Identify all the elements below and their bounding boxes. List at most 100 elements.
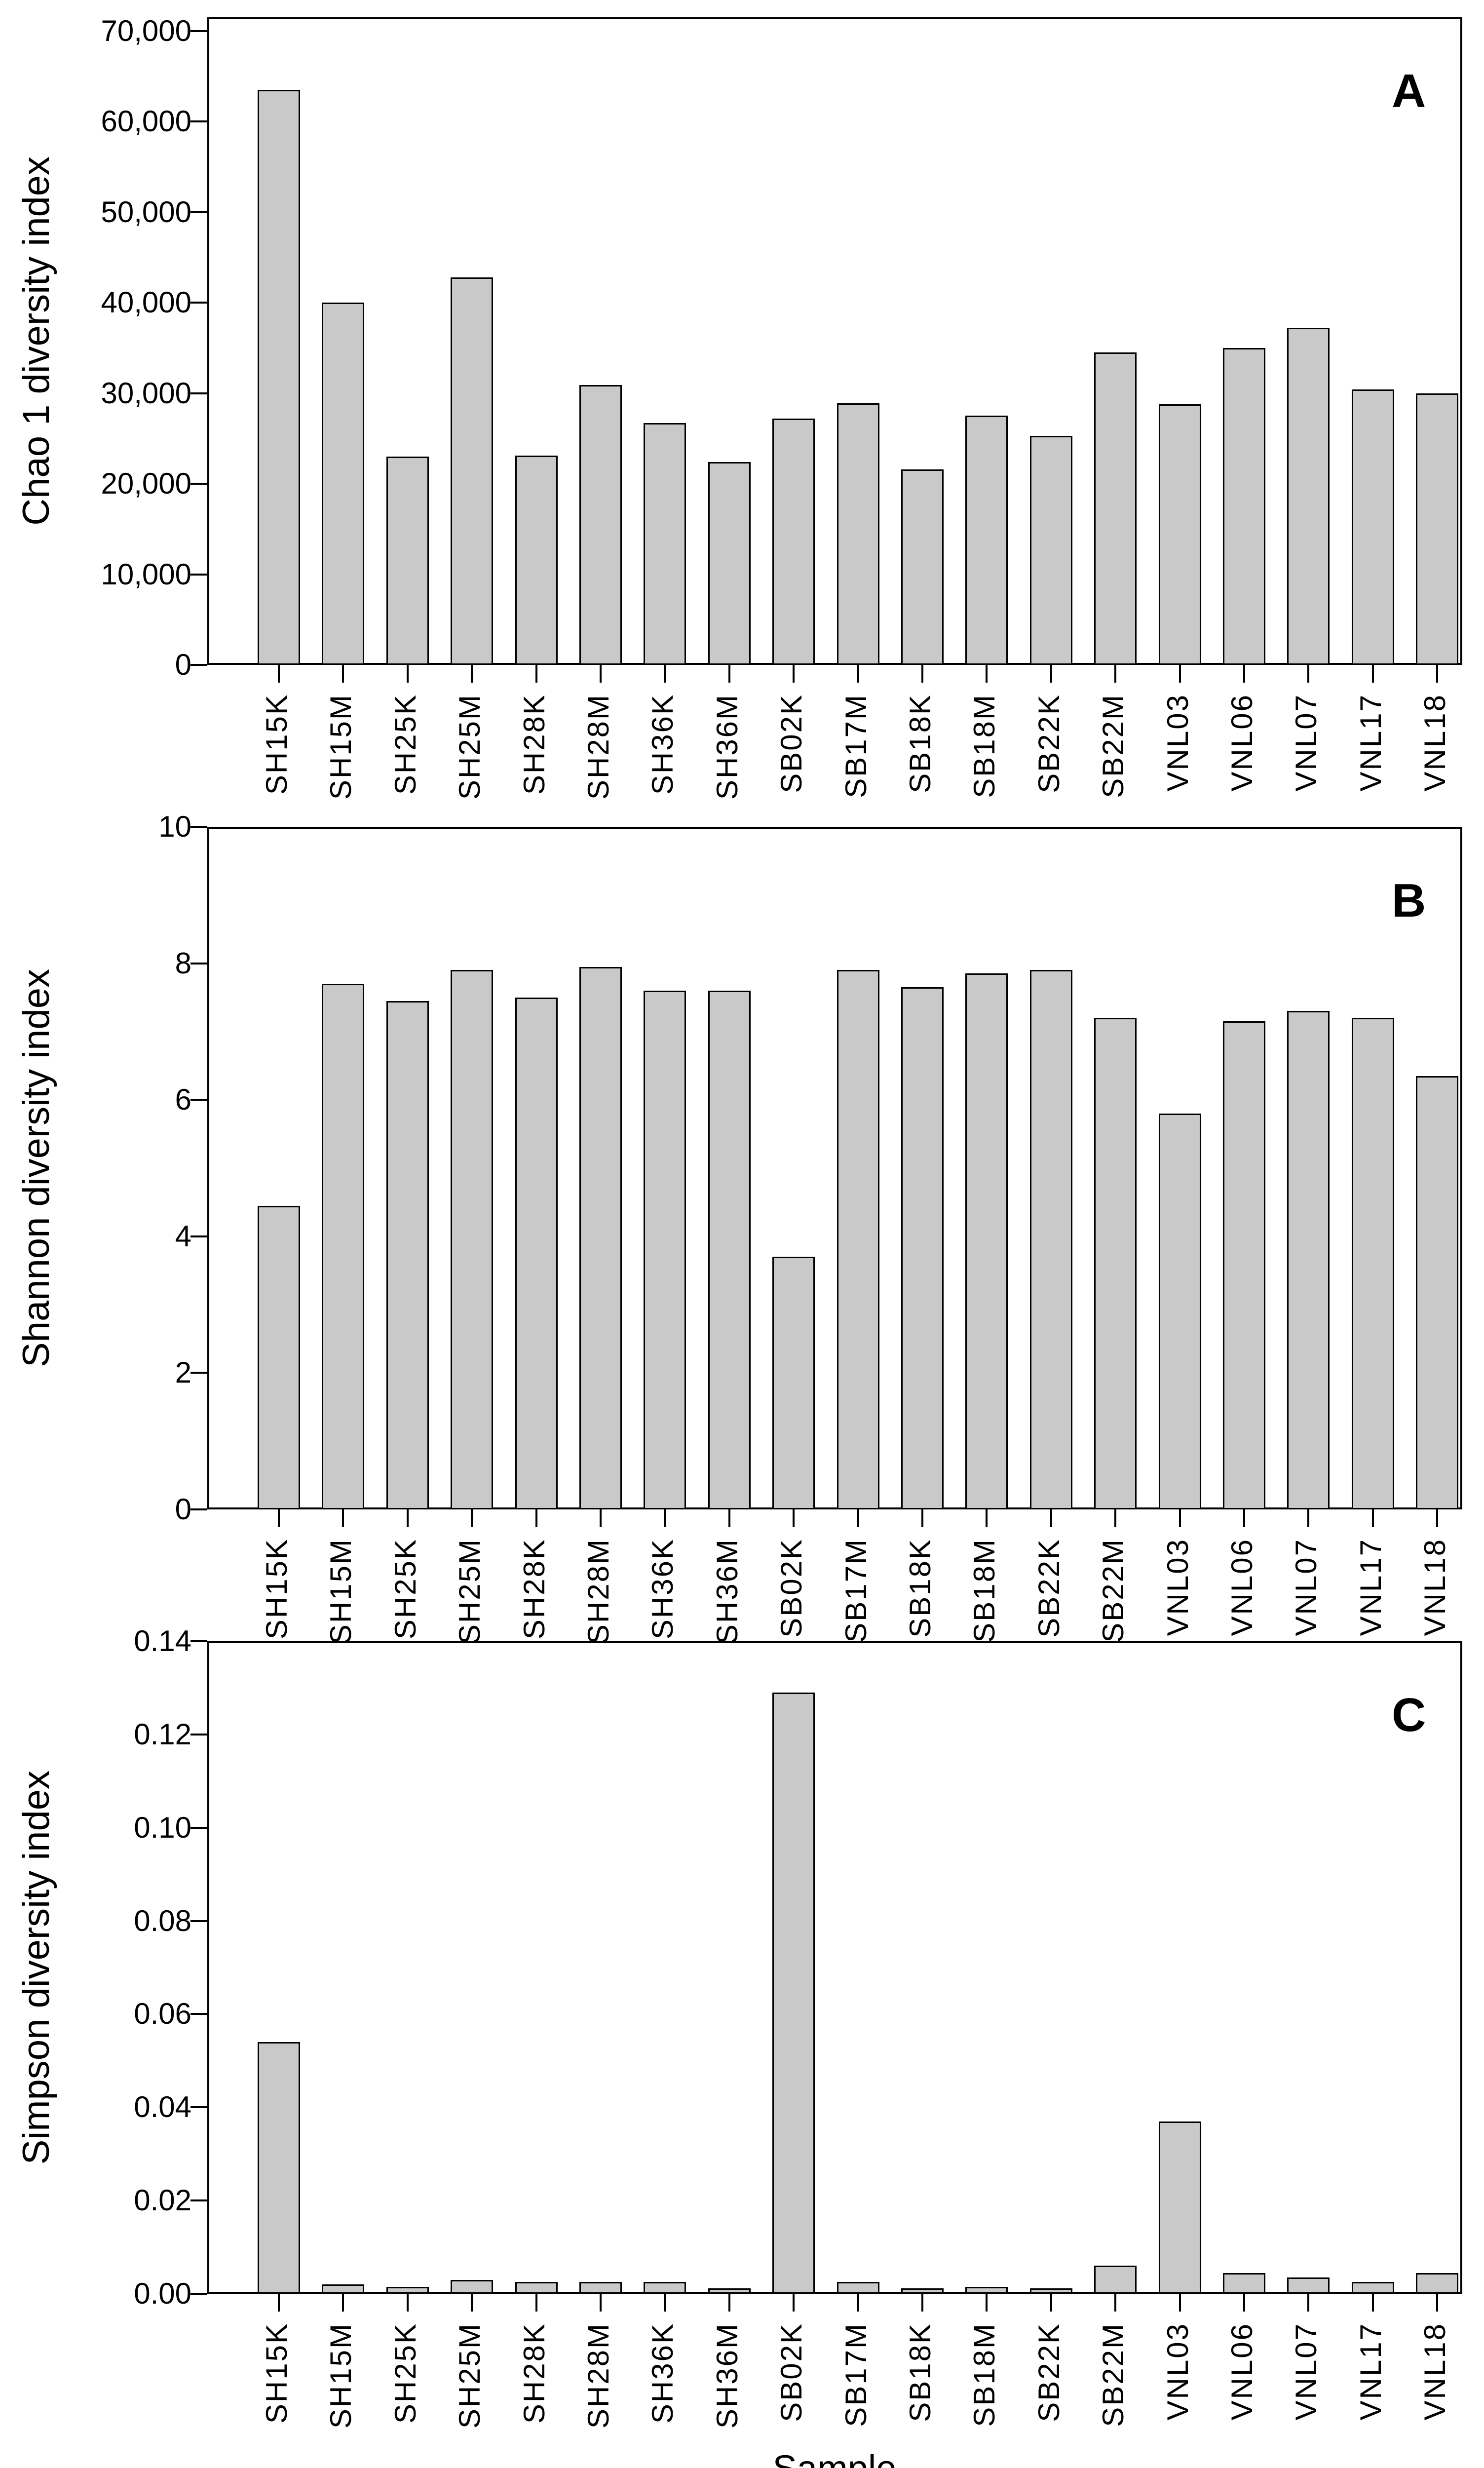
y-tick-label: 10 <box>158 810 191 843</box>
bar-SH25M <box>451 277 494 665</box>
x-tick-label: SH36M <box>710 2322 744 2429</box>
y-tick-label: 50,000 <box>101 195 191 229</box>
y-tick-label: 0 <box>175 648 191 681</box>
x-tick-label: VNL03 <box>1161 1538 1194 1636</box>
y-tick-label: 8 <box>175 946 191 980</box>
bar-SB22K <box>1029 435 1072 665</box>
x-tick-mark <box>1371 1509 1374 1527</box>
bar-VNL03 <box>1158 2121 1201 2294</box>
x-tick-label: SB02K <box>775 2322 808 2422</box>
bar-SH15M <box>322 2284 365 2294</box>
y-tick-label: 0 <box>175 1493 191 1526</box>
x-tick-label: VNL18 <box>1418 694 1452 792</box>
bar-SB22M <box>1094 352 1137 665</box>
y-tick-mark <box>190 1099 207 1101</box>
x-tick-mark <box>921 1509 923 1527</box>
bar-SH28M <box>579 2282 622 2294</box>
bar-SB22M <box>1094 1018 1137 1509</box>
x-tick-mark <box>1243 665 1245 683</box>
x-tick-label: SH28M <box>582 1538 615 1645</box>
bar-VNL06 <box>1223 1021 1265 1509</box>
plot-frame <box>207 1641 1462 2294</box>
x-tick-mark <box>986 1509 988 1527</box>
bar-VNL03 <box>1158 1113 1201 1509</box>
bar-SH36K <box>644 423 686 665</box>
x-tick-mark <box>1307 665 1310 683</box>
y-tick-mark <box>190 1826 207 1829</box>
x-tick-label: SH25M <box>453 2322 487 2429</box>
y-tick-mark <box>190 1508 207 1510</box>
bar-VNL18 <box>1416 393 1459 665</box>
bar-SB17M <box>837 970 879 1509</box>
x-tick-mark <box>664 1509 666 1527</box>
x-tick-label: SH15K <box>260 2322 293 2424</box>
panel-letter: C <box>1392 1689 1426 1741</box>
x-tick-mark <box>921 665 923 683</box>
x-tick-label: SH36K <box>646 1538 680 1640</box>
bar-SH36M <box>708 462 751 665</box>
y-tick-mark <box>190 120 207 123</box>
x-tick-label: SH28K <box>517 1538 551 1640</box>
x-tick-label: SH15M <box>324 1538 358 1645</box>
x-tick-mark <box>857 2294 859 2312</box>
y-tick-label: 40,000 <box>101 286 191 319</box>
bar-VNL17 <box>1351 2282 1394 2294</box>
x-tick-label: SH25K <box>388 2322 422 2424</box>
x-tick-mark <box>1243 1509 1245 1527</box>
x-tick-mark <box>793 665 795 683</box>
bar-SB17M <box>837 2282 879 2294</box>
x-tick-label: SH15K <box>260 694 293 795</box>
bar-VNL17 <box>1351 389 1394 665</box>
bar-SB18M <box>965 416 1008 665</box>
x-tick-mark <box>1114 2294 1117 2312</box>
bar-SH15K <box>258 1205 300 1509</box>
x-tick-label: VNL18 <box>1418 2322 1452 2421</box>
y-tick-mark <box>190 962 207 964</box>
bar-SB18K <box>901 469 944 665</box>
x-tick-label: SH28M <box>582 2322 615 2429</box>
x-tick-label: SH36K <box>646 694 680 795</box>
bar-SH15K <box>258 89 300 665</box>
bar-SB02K <box>772 1257 815 1509</box>
y-tick-mark <box>190 392 207 394</box>
x-tick-mark <box>535 2294 537 2312</box>
x-tick-mark <box>471 2294 473 2312</box>
x-tick-mark <box>1371 2294 1374 2312</box>
y-tick-mark <box>190 664 207 666</box>
y-tick-label: 0.00 <box>134 2277 191 2310</box>
x-tick-label: SH15M <box>324 694 358 800</box>
bar-VNL07 <box>1287 2277 1330 2294</box>
x-tick-mark <box>600 665 602 683</box>
x-tick-mark <box>1243 2294 1245 2312</box>
bar-SH25M <box>451 2279 494 2294</box>
x-tick-mark <box>1436 665 1439 683</box>
bar-SH25K <box>386 456 429 665</box>
bar-SH28K <box>515 2282 558 2294</box>
y-tick-mark <box>190 302 207 304</box>
x-tick-label: VNL07 <box>1290 1538 1323 1636</box>
x-tick-label: SH15M <box>324 2322 358 2429</box>
x-tick-label: SB17M <box>839 2322 873 2427</box>
bar-VNL07 <box>1287 1011 1330 1509</box>
x-tick-label: VNL17 <box>1354 1538 1387 1636</box>
x-tick-mark <box>1307 1509 1310 1527</box>
x-tick-mark <box>986 665 988 683</box>
y-tick-label: 20,000 <box>101 467 191 500</box>
bar-VNL03 <box>1158 404 1201 665</box>
bar-SB18K <box>901 987 944 1509</box>
bar-SH15K <box>258 2042 300 2294</box>
x-tick-label: SH28K <box>517 694 551 795</box>
x-tick-label: SH28M <box>582 694 615 800</box>
x-tick-mark <box>342 1509 344 1527</box>
y-tick-label: 6 <box>175 1083 191 1117</box>
x-tick-label: SH15K <box>260 1538 293 1640</box>
x-tick-label: SB18M <box>968 2322 1001 2427</box>
x-tick-label: SB22K <box>1032 694 1065 793</box>
x-tick-mark <box>986 2294 988 2312</box>
x-tick-mark <box>664 2294 666 2312</box>
y-tick-label: 0.04 <box>134 2090 191 2124</box>
bar-SH36K <box>644 2282 686 2294</box>
x-tick-label: SB02K <box>775 1538 808 1638</box>
x-tick-label: VNL18 <box>1418 1538 1452 1636</box>
x-tick-mark <box>793 1509 795 1527</box>
